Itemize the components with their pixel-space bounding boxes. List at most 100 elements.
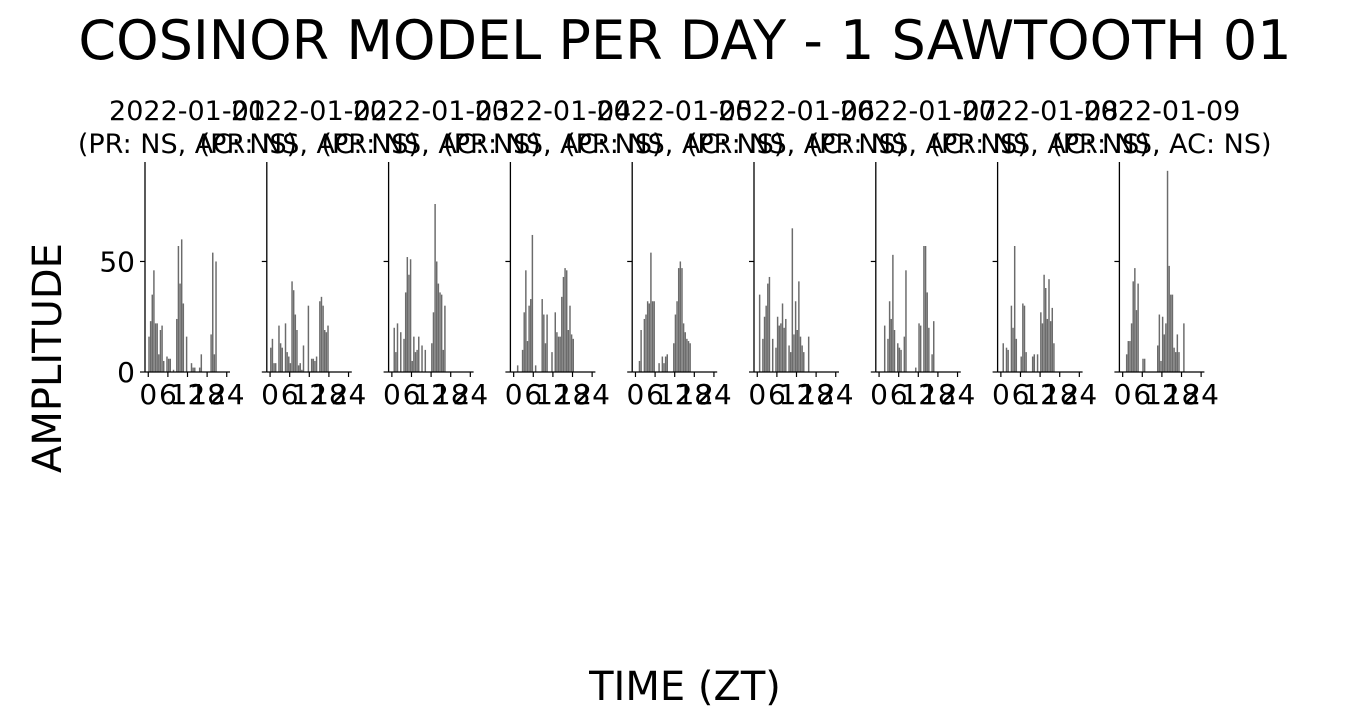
bar (1134, 268, 1136, 372)
bar (565, 270, 568, 372)
bar (892, 254, 894, 372)
panel-title-date: 2022-01-09 (1083, 96, 1240, 127)
bar (661, 356, 664, 372)
panel-title-stats: (PR: NS, AC: NS) (321, 129, 540, 160)
bar (785, 318, 787, 372)
bar (434, 204, 436, 372)
bar (159, 330, 162, 372)
x-tick-label: 12 (900, 378, 936, 411)
x-tick-label: 24 (574, 378, 610, 411)
bar (172, 369, 175, 372)
bar (926, 292, 928, 372)
x-tick-label: 6 (1012, 378, 1030, 411)
x-tick-label: 18 (555, 378, 591, 411)
bar (915, 367, 917, 372)
panel-title-date: 2022-01-07 (840, 96, 997, 127)
bar (413, 336, 415, 372)
x-tick-label: 6 (768, 378, 786, 411)
panel-title-date: 2022-01-03 (353, 96, 510, 127)
bar (562, 276, 565, 372)
bar (177, 246, 180, 372)
bar (1023, 305, 1026, 372)
bar (789, 352, 792, 372)
x-tick-label: 6 (1133, 378, 1151, 411)
bar (783, 327, 785, 372)
bar (893, 330, 896, 372)
bar (653, 301, 655, 372)
panel-title-date: 2022-01-05 (596, 96, 753, 127)
bar (411, 360, 413, 372)
bar (194, 367, 196, 372)
bar (887, 338, 889, 372)
bar (919, 325, 922, 372)
bar (762, 338, 764, 372)
bar (437, 283, 440, 372)
x-tick-label: 6 (159, 378, 177, 411)
bar (768, 276, 771, 372)
bar (406, 257, 409, 372)
bar (1173, 347, 1175, 372)
bar (569, 305, 571, 372)
bar (432, 312, 435, 372)
bar (315, 356, 318, 372)
x-tick-label: 24 (331, 378, 367, 411)
bar (689, 343, 691, 372)
bar (439, 292, 441, 372)
bar (905, 270, 907, 372)
bar (162, 360, 165, 372)
bar (758, 294, 761, 372)
bar (640, 330, 642, 372)
panel-title-stats: (PR: NS, AC: NS) (443, 129, 662, 160)
bar (212, 252, 214, 372)
bar (687, 341, 690, 372)
bar (883, 325, 886, 372)
x-tick-label: 0 (992, 378, 1010, 411)
panel-title-date: 2022-01-04 (474, 96, 631, 127)
panel-title-stats: (PR: NS, AC: NS) (1052, 129, 1271, 160)
bar (1160, 360, 1162, 372)
y-axis-label: AMPLITUDE (25, 243, 71, 473)
bar (775, 347, 777, 372)
bar (526, 341, 529, 372)
bar (794, 301, 797, 372)
bar (271, 338, 274, 372)
bar (686, 338, 688, 372)
bar (918, 323, 920, 372)
bar (791, 228, 794, 372)
panel-title-date: 2022-01-06 (718, 96, 875, 127)
x-tick-label: 24 (696, 378, 732, 411)
x-tick-label: 12 (170, 378, 206, 411)
bar (169, 358, 171, 372)
y-tick-label: 50 (99, 245, 135, 278)
x-tick-label: 18 (676, 378, 712, 411)
x-tick-label: 0 (870, 378, 888, 411)
bar (154, 323, 157, 372)
bar (284, 323, 287, 372)
bar (393, 327, 395, 372)
bar (1031, 356, 1034, 372)
bar (1137, 283, 1139, 372)
chart-title: COSINOR MODEL PER DAY - 1 SAWTOOTH 01 (78, 9, 1291, 72)
bar (1012, 327, 1014, 372)
bar (278, 325, 280, 372)
bar (564, 268, 566, 372)
bar (1010, 305, 1013, 372)
bar (1125, 354, 1128, 372)
bar (771, 338, 774, 372)
bar (534, 365, 537, 372)
bar (923, 246, 925, 372)
bar (400, 332, 402, 372)
x-tick-label: 0 (1114, 378, 1132, 411)
bar (395, 352, 397, 372)
bar (416, 349, 418, 372)
bar (1178, 352, 1180, 372)
bar (1045, 288, 1047, 372)
bar (765, 305, 767, 372)
bar (567, 330, 570, 372)
bar (572, 338, 574, 372)
x-tick-label: 24 (453, 378, 489, 411)
bar (166, 356, 168, 372)
